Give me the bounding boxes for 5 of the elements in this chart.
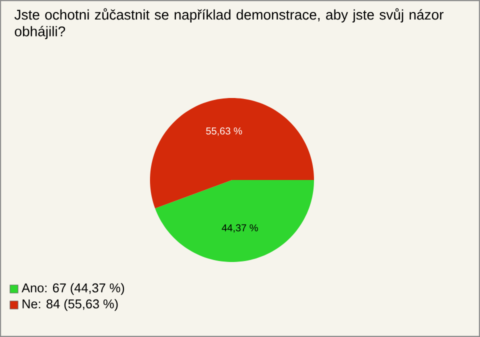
legend-label: Ne: 84 (55,63 %) [22,299,118,311]
data-label: 44,37 % [222,224,258,233]
data-label: 55,63 % [206,127,242,136]
chart-title: Jste ochotni zůčastnit se například demonstrace, aby jste svůj názor obhájili? [14,8,444,40]
legend-label: Ano: 67 (44,37 %) [22,283,124,295]
